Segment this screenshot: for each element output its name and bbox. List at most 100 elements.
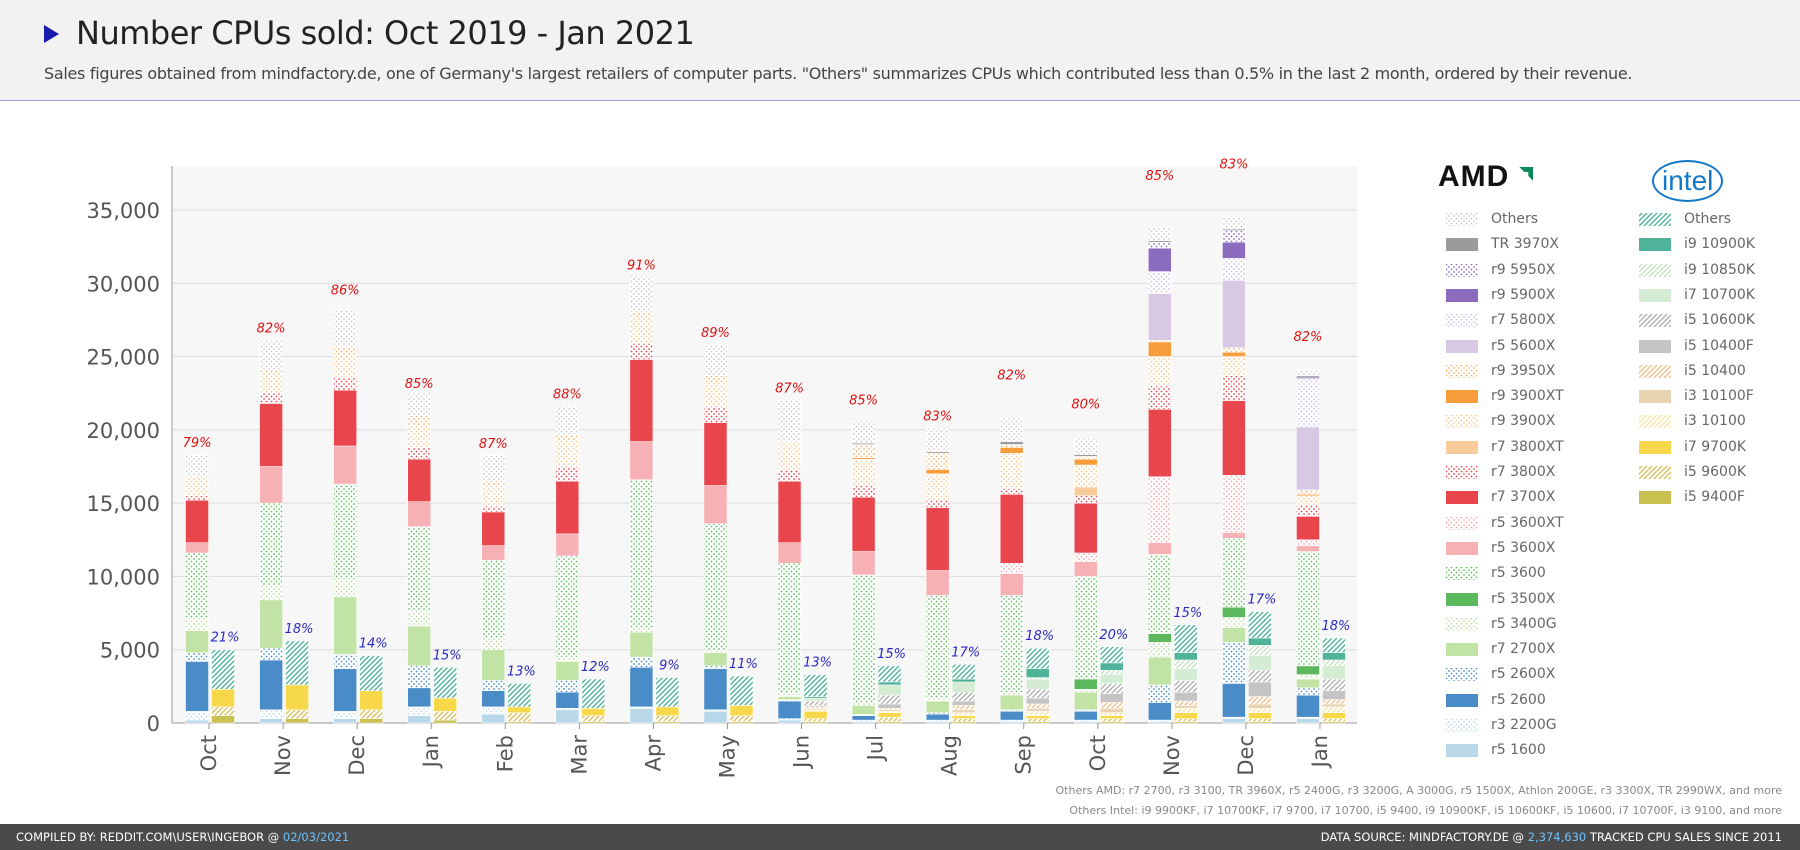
bar-intel-others (433, 667, 457, 699)
bar-intel-i9-10900k (877, 681, 902, 686)
x-tick-label: Nov (271, 735, 295, 776)
bar-amd-r5-3600 (1296, 551, 1320, 667)
bar-amd-r5-3600 (1074, 576, 1098, 680)
intel-share-label: 17% (1247, 593, 1276, 608)
bar-intel-i5-10400f (1100, 693, 1124, 703)
bar-amd-r5-3500x (1296, 665, 1320, 675)
page-title: Number CPUs sold: Oct 2019 - Jan 2021 (76, 14, 695, 52)
bar-intel-i7-9700k (507, 706, 532, 713)
bar-intel-i5-9400f (285, 718, 309, 724)
bar-amd-r9-3950x (703, 375, 728, 385)
bar-amd-r7-3800x (999, 488, 1024, 495)
bar-amd-r9-3900xt (1074, 458, 1098, 466)
bar-intel-others (803, 674, 828, 697)
bar-intel-i5-10400 (1248, 696, 1272, 705)
bar-intel-i5-10600k (951, 691, 976, 702)
bar-amd-r5-2600x (629, 656, 654, 668)
bar-amd-r5-3600xt (1222, 475, 1246, 533)
legend-label: r9 3950X (1491, 362, 1556, 379)
bar-amd-r5-3400g (629, 627, 654, 633)
amd-share-label: 85% (849, 393, 878, 408)
bar-amd-r9-3900x (259, 372, 283, 394)
bar-amd-r9-3950x (259, 369, 283, 373)
bar-intel-i5-9600k (211, 706, 235, 716)
legend-swatch (1445, 718, 1479, 733)
bar-amd-r9-3900x (1296, 495, 1320, 505)
legend-swatch (1445, 439, 1479, 455)
bar-amd-r5-3400g (851, 702, 876, 706)
bar-amd-r5-3600xt (999, 562, 1024, 574)
legend-intel-i5-9600k: i5 9600K (1638, 463, 1800, 485)
bar-amd-r7-3700x (259, 403, 283, 467)
bar-amd-r5-3600 (555, 555, 580, 658)
legend-label: i3 10100 (1684, 413, 1746, 430)
bar-intel-i5-9600k (951, 718, 976, 722)
bar-amd-others (629, 275, 654, 312)
legend-amd-r9-5950x: r9 5950X (1445, 261, 1615, 283)
legend-swatch (1445, 642, 1479, 658)
bar-intel-others (1322, 637, 1346, 653)
bar-amd-r5-3400g (777, 693, 802, 697)
legend-label: r7 2700X (1491, 641, 1556, 658)
bar-amd-r7-3800x (555, 466, 580, 482)
legend-swatch (1445, 616, 1479, 632)
bar-amd-r7-3800x (1222, 375, 1246, 401)
bar-amd-r5-3400g (999, 691, 1024, 696)
bar-intel-i5-9600k (359, 709, 383, 719)
legend-amd-r9-5900x: r9 5900X (1445, 286, 1615, 308)
bar-intel-i3-10100 (1100, 712, 1124, 716)
x-tick-label: Oct (197, 735, 221, 771)
bar-amd-others (407, 392, 431, 416)
bar-amd-others (185, 454, 209, 477)
legend-intel-i3-10100: i3 10100 (1638, 412, 1800, 434)
bar-intel-others (359, 655, 383, 692)
bar-amd-r5-3600x (999, 573, 1024, 596)
bar-amd-r7-3700x (555, 480, 580, 535)
x-tick-label: Jul (864, 735, 888, 762)
legend-intel-i5-10400f: i5 10400F (1638, 337, 1800, 359)
bar-amd-r5-2600 (1148, 702, 1172, 721)
intel-share-label: 15% (877, 647, 906, 662)
legend-swatch (1638, 287, 1672, 303)
bar-intel-i9-10900k (1100, 662, 1124, 671)
bar-intel-i3-10100f (1322, 703, 1346, 708)
bar-amd-r9-3900x (925, 473, 950, 501)
legend-swatch (1445, 692, 1479, 708)
bar-intel-i3-10100 (1025, 711, 1050, 716)
bar-amd-r7-3800x (851, 485, 876, 498)
legend-amd-r7-5800x: r7 5800X (1445, 311, 1615, 333)
bar-intel-i7-9700k (1322, 712, 1346, 719)
bar-amd-others (333, 309, 357, 347)
y-tick-label: 20,000 (87, 419, 160, 443)
bar-amd-r7-3800x (1074, 495, 1098, 504)
amd-share-label: 83% (923, 409, 952, 424)
bar-amd-r9-3900x (1222, 356, 1246, 376)
legend-amd-r7-3800x: r7 3800X (1445, 463, 1615, 485)
legend-amd-others: Others (1445, 210, 1615, 232)
y-tick-label: 5,000 (100, 639, 160, 663)
bar-intel-i5-10400f (1174, 691, 1198, 702)
bar-amd-r9-3950x (1296, 489, 1320, 495)
bar-amd-r7-3700x (481, 511, 506, 546)
legend-swatch (1638, 439, 1672, 455)
amd-share-label: 80% (1071, 398, 1100, 413)
intel-share-label: 13% (803, 656, 832, 671)
intel-share-label: 15% (433, 648, 462, 663)
legend-amd-r9-3950x: r9 3950X (1445, 362, 1615, 384)
bar-amd-r7-3800x (481, 505, 506, 513)
legend-swatch (1445, 287, 1479, 303)
bar-intel-others (1248, 611, 1272, 639)
bar-amd-r5-3600 (925, 595, 950, 699)
legend-label: i7 9700K (1684, 438, 1747, 455)
bar-intel-i5-9600k (1322, 718, 1346, 722)
bar-intel-i7-9700k (729, 705, 754, 716)
bar-intel-i5-10400f (1322, 690, 1346, 700)
legend-swatch (1638, 414, 1672, 430)
bar-amd-others (1074, 438, 1098, 456)
bar-amd-r7-2700x (703, 652, 728, 667)
amd-logo-text: AMD (1438, 160, 1510, 193)
bar-intel-i9-10900k (1174, 652, 1198, 661)
bar-amd-r5-3400g (1296, 674, 1320, 680)
legend-swatch (1638, 212, 1672, 227)
bar-intel-i3-10100 (1174, 708, 1198, 713)
